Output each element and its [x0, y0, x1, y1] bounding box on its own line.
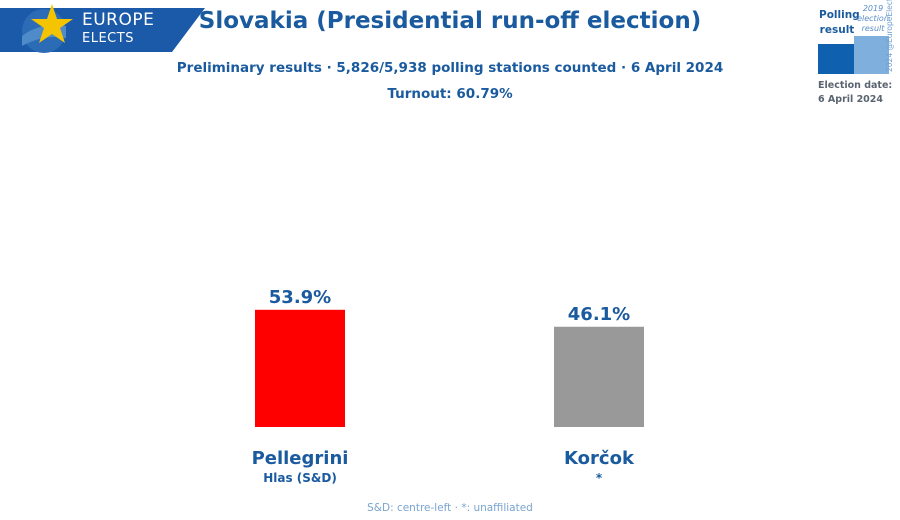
star-icon [31, 4, 73, 43]
turnout-label: Turnout: 60.79% [387, 86, 513, 102]
legend-polling-label: Polling result [819, 9, 860, 36]
logo-text-elects: ELECTS [82, 31, 134, 46]
europe-elects-logo: EUROPE ELECTS [0, 0, 205, 55]
legend-box: Polling result 2019 election result 2024… [815, 0, 900, 115]
legend-previous-label: 2019 election result [857, 4, 889, 33]
legend-previous-swatch [854, 36, 889, 74]
election-date-value: 6 April 2024 [818, 94, 884, 105]
bar-2 [554, 326, 644, 427]
party-label: * [596, 471, 603, 485]
bar-1 [255, 309, 345, 427]
candidate-name-label: Korčok [564, 448, 635, 469]
bar-value-label: 46.1% [568, 304, 630, 325]
election-date-label: Election date: [818, 80, 893, 91]
bar-value-label: 53.9% [269, 287, 331, 308]
logo-text-europe: EUROPE [82, 10, 155, 30]
chart-title: Slovakia (Presidential run-off election) [198, 8, 702, 34]
logo-banner [0, 4, 205, 53]
party-label: Hlas (S&D) [263, 471, 337, 485]
candidate-name-label: Pellegrini [252, 448, 349, 469]
footer-note: S&D: centre-left · *: unaffiliated [367, 502, 533, 514]
chart-subtitle: Preliminary results · 5,826/5,938 pollin… [176, 60, 724, 76]
legend-polling-swatch [818, 44, 854, 74]
